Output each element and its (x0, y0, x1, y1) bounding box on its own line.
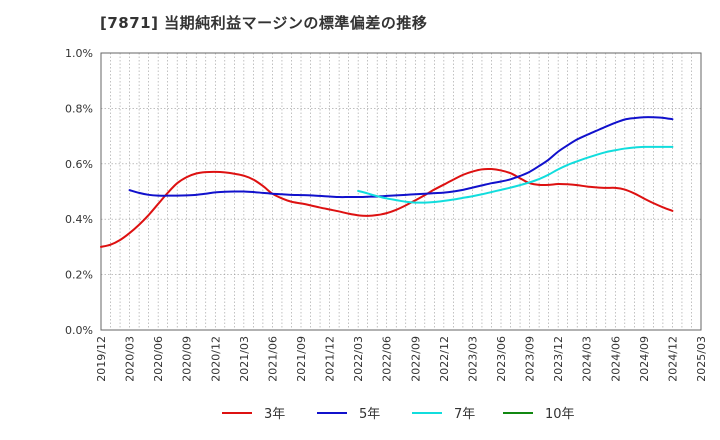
x-tick-label: 2021/09 (295, 336, 308, 382)
x-tick-label: 2022/12 (438, 336, 451, 382)
x-tick-label: 2020/03 (124, 336, 137, 382)
x-tick-label: 2019/12 (95, 336, 108, 382)
x-tick-label: 2024/03 (581, 336, 594, 382)
x-tick-label: 2024/06 (609, 336, 622, 382)
legend-label-1: 3年 (264, 407, 285, 422)
y-tick-label: 0.0% (65, 324, 93, 337)
x-tick-label: 2020/12 (209, 336, 222, 382)
x-tick-label: 2023/12 (552, 336, 565, 382)
x-tick-label: 2021/03 (238, 336, 251, 382)
chart-title: [7871] 当期純利益マージンの標準偏差の推移 (100, 14, 428, 32)
plot-frame (100, 52, 702, 331)
x-tick-label: 2022/03 (352, 336, 365, 382)
x-tick-label: 2023/03 (466, 336, 479, 382)
y-tick-label: 0.2% (65, 269, 93, 282)
x-tick-label: 2025/03 (695, 336, 708, 382)
legend-label-4: 10年 (545, 407, 575, 422)
y-tick-label: 0.6% (65, 158, 93, 171)
x-tick-label: 2024/12 (666, 336, 679, 382)
legend-label-2: 5年 (359, 407, 380, 422)
x-tick-label: 2022/09 (409, 336, 422, 382)
x-tick-label: 2020/06 (152, 336, 165, 382)
y-tick-label: 0.8% (65, 102, 93, 115)
y-tick-label: 0.4% (65, 213, 93, 226)
series-line-1 (100, 167, 674, 248)
x-tick-label: 2023/06 (495, 336, 508, 382)
x-tick-label: 2021/06 (266, 336, 279, 382)
series-line-2 (128, 116, 674, 199)
x-tick-label: 2022/06 (381, 336, 394, 382)
x-tick-label: 2020/09 (181, 336, 194, 382)
x-tick-label: 2024/09 (638, 336, 651, 382)
legend-label-3: 7年 (454, 407, 475, 422)
plot-area (101, 53, 701, 330)
x-tick-label: 2023/09 (524, 336, 537, 382)
y-tick-label: 1.0% (65, 47, 93, 60)
x-tick-label: 2021/12 (324, 336, 337, 382)
series-line-3 (357, 145, 674, 204)
